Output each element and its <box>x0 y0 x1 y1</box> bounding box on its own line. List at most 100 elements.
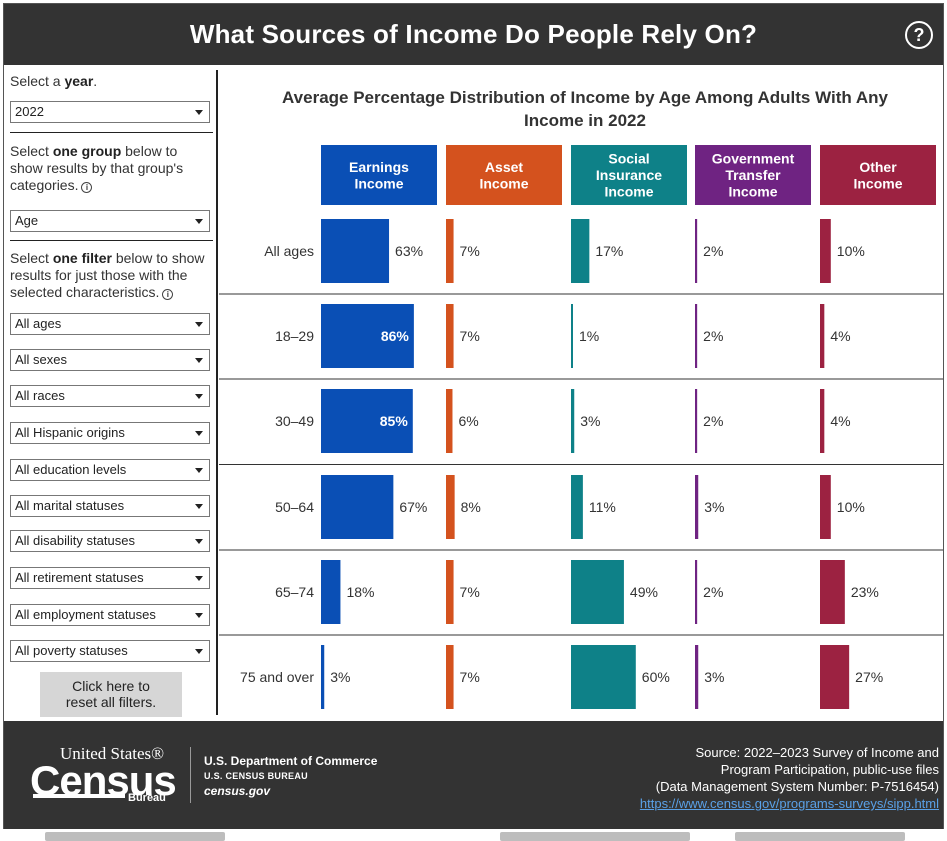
filter-select[interactable]: All poverty statuses <box>10 640 210 662</box>
year-prompt: Select a year. <box>10 73 98 89</box>
year-select[interactable]: 2022 <box>10 101 210 123</box>
data-label: 8% <box>461 499 481 515</box>
toolbar-left[interactable] <box>45 832 225 841</box>
bar <box>321 475 394 539</box>
help-icon[interactable]: ? <box>905 21 933 49</box>
viz-toolbar <box>0 829 947 841</box>
series-header-label: Income <box>479 175 528 191</box>
header-bar: What Sources of Income Do People Rely On… <box>4 4 943 65</box>
group-prompt: Select one group below to show results b… <box>10 143 184 193</box>
data-label: 3% <box>330 669 350 685</box>
chevron-down-icon <box>195 468 203 473</box>
filter-select[interactable]: All education levels <box>10 459 210 481</box>
filter-select-value: All poverty statuses <box>15 643 128 658</box>
category-label: 65–74 <box>275 584 314 600</box>
chevron-down-icon <box>195 358 203 363</box>
data-label: 49% <box>630 584 658 600</box>
dept-name: U.S. Department of Commerce <box>204 754 378 768</box>
toolbar-history[interactable] <box>500 832 690 841</box>
reset-filters-button[interactable]: Click here to reset all filters. <box>40 672 182 717</box>
bar <box>446 389 453 453</box>
divider <box>10 132 213 133</box>
chevron-down-icon <box>195 576 203 581</box>
bureau-name: U.S. CENSUS BUREAU <box>204 771 308 781</box>
bar <box>571 304 573 368</box>
bar <box>446 219 454 283</box>
series-header <box>446 145 562 205</box>
viz-frame: What Sources of Income Do People Rely On… <box>3 3 944 829</box>
source-line: Source: 2022–2023 Survey of Income and <box>695 745 939 760</box>
filter-select[interactable]: All employment statuses <box>10 604 210 626</box>
filter-select[interactable]: All ages <box>10 313 210 335</box>
filter-select-value: All ages <box>15 316 62 331</box>
toolbar-share[interactable] <box>735 832 905 841</box>
site-name: census.gov <box>204 784 271 798</box>
bar <box>695 219 698 283</box>
chevron-down-icon <box>195 322 203 327</box>
bar <box>321 645 325 709</box>
series-header <box>571 145 687 205</box>
data-label: 3% <box>704 669 724 685</box>
info-icon[interactable]: i <box>81 182 93 193</box>
source-link[interactable]: https://www.census.gov/programs-surveys/… <box>639 796 939 811</box>
series-header-label: Income <box>604 184 653 200</box>
source-line: (Data Management System Number: P-751645… <box>655 779 939 794</box>
bar <box>820 219 831 283</box>
bar <box>571 645 636 709</box>
info-icon[interactable]: i <box>162 289 174 300</box>
data-label: 7% <box>460 669 480 685</box>
group-select-value: Age <box>15 213 39 228</box>
data-label: 7% <box>460 328 480 344</box>
divider <box>10 240 213 241</box>
bar <box>820 475 831 539</box>
series-header-label: Other <box>859 159 897 175</box>
bar <box>321 560 341 624</box>
bar <box>571 219 590 283</box>
series-header-label: Insurance <box>596 167 662 183</box>
category-label: All ages <box>264 243 314 259</box>
category-label: 18–29 <box>275 328 314 344</box>
data-label: 6% <box>458 413 478 429</box>
data-label: 3% <box>580 413 600 429</box>
bar <box>321 219 390 283</box>
data-label: 27% <box>855 669 883 685</box>
filter-select[interactable]: All sexes <box>10 349 210 371</box>
page-title: What Sources of Income Do People Rely On… <box>189 19 758 49</box>
series-header <box>820 145 936 205</box>
filter-select[interactable]: All retirement statuses <box>10 567 210 589</box>
category-label: 75 and over <box>240 669 314 685</box>
chevron-down-icon <box>195 539 203 544</box>
bar <box>695 475 699 539</box>
data-label: 67% <box>399 499 427 515</box>
income-chart: Average Percentage Distribution of Incom… <box>219 88 943 709</box>
data-label: 10% <box>837 499 865 515</box>
filter-select[interactable]: All disability statuses <box>10 530 210 552</box>
year-select-value: 2022 <box>15 104 44 119</box>
logo-underline <box>33 794 125 798</box>
filter-select[interactable]: All marital statuses <box>10 495 210 517</box>
data-label: 85% <box>380 413 409 429</box>
data-label: 4% <box>830 328 850 344</box>
chevron-down-icon <box>195 431 203 436</box>
bar <box>321 304 414 368</box>
filter-select[interactable]: All Hispanic origins <box>10 422 210 444</box>
bar <box>695 389 698 453</box>
series-header-label: Social <box>608 151 649 167</box>
data-label: 2% <box>703 328 723 344</box>
data-label: 2% <box>703 413 723 429</box>
filter-sidebar: Select a year. 2022 Select one group bel… <box>4 65 217 718</box>
data-label: 11% <box>589 499 616 515</box>
data-label: 3% <box>704 499 724 515</box>
series-header-label: Income <box>853 175 902 191</box>
group-select[interactable]: Age <box>10 210 210 232</box>
filter-select[interactable]: All races <box>10 385 210 407</box>
data-label: 7% <box>460 243 480 259</box>
bar <box>820 560 845 624</box>
bar <box>446 645 454 709</box>
filter-select-value: All Hispanic origins <box>15 425 125 440</box>
category-label: 30–49 <box>275 413 314 429</box>
data-label: 2% <box>703 584 723 600</box>
data-label: 23% <box>851 584 879 600</box>
series-header-label: Income <box>354 175 403 191</box>
census-logo: United States® Census Bureau <box>30 744 180 804</box>
